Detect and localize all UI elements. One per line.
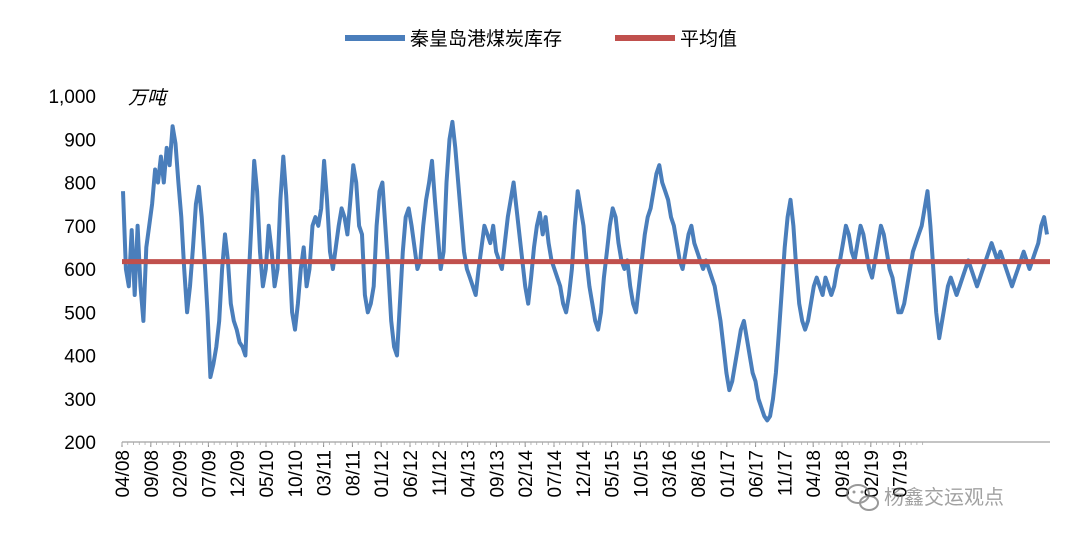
plot-area	[121, 119, 1050, 423]
y-tick-label: 300	[64, 390, 96, 411]
x-tick-label: 02/14	[516, 450, 537, 498]
x-tick-label: 05/15	[603, 450, 624, 498]
x-tick-label: 12/14	[574, 450, 595, 498]
x-tick-label: 08/16	[689, 450, 710, 498]
x-tick-label: 06/12	[401, 450, 422, 498]
x-tick-label: 04/08	[113, 450, 134, 498]
x-tick-label: 08/11	[343, 450, 364, 496]
watermark-text: 杨鑫交运观点	[884, 485, 1004, 509]
y-tick-label: 200	[64, 433, 96, 454]
x-tick-label: 03/11	[315, 450, 336, 496]
x-tick-label: 04/13	[459, 450, 480, 498]
series-line-inventory	[121, 119, 1049, 423]
x-tick-label: 09/13	[487, 450, 508, 498]
y-tick-label: 1,000	[48, 87, 96, 108]
y-tick-label: 800	[64, 174, 96, 195]
x-tick-label: 07/14	[545, 450, 566, 498]
y-tick-label: 500	[64, 303, 96, 324]
x-tick-label: 02/19	[862, 450, 883, 498]
x-tick-label: 11/12	[430, 450, 451, 496]
wechat-icon	[846, 484, 879, 511]
legend-label-inventory: 秦皇岛港煤炭库存	[410, 28, 562, 50]
x-tick-label: 01/12	[372, 450, 393, 498]
x-tick-label: 10/15	[631, 450, 652, 498]
y-tick-label: 700	[64, 217, 96, 238]
x-tick-label: 02/09	[171, 450, 192, 498]
y-axis-ticks: 1,000 900 800 700 600 500 400 300 200	[48, 87, 96, 454]
y-tick-label: 900	[64, 130, 96, 151]
y-tick-label: 400	[64, 347, 96, 368]
x-axis: 04/08 09/08 02/09 07/09 12/09 05/10 10/10 03/11…	[113, 441, 1050, 498]
x-tick-label: 07/19	[891, 450, 912, 498]
watermark: 杨鑫交运观点	[846, 484, 1004, 511]
x-tick-label: 09/18	[833, 450, 854, 498]
x-tick-label: 07/09	[199, 450, 220, 498]
x-tick-label: 09/08	[142, 450, 163, 498]
legend-label-average: 平均值	[680, 28, 737, 50]
x-tick-label: 06/17	[747, 450, 768, 498]
y-tick-label: 600	[64, 260, 96, 281]
x-tick-label: 12/09	[228, 450, 249, 498]
x-tick-label: 01/17	[718, 450, 739, 498]
y-axis-unit-label: 万吨	[128, 87, 169, 109]
x-tick-label: 04/18	[804, 450, 825, 498]
x-tick-label: 11/17	[775, 450, 796, 496]
legend: 秦皇岛港煤炭库存 平均值	[345, 28, 737, 50]
x-tick-label: 05/10	[257, 450, 278, 498]
x-tick-label: 03/16	[660, 450, 681, 498]
x-tick-label: 10/10	[286, 450, 307, 498]
